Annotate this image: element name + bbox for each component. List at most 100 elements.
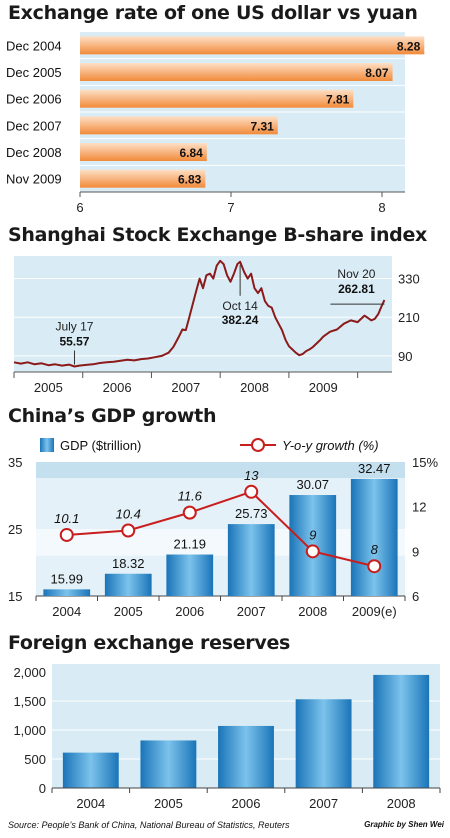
legend-growth-marker bbox=[251, 438, 265, 452]
growth-marker bbox=[121, 523, 136, 538]
bshare-chart: 330 210 90 2005 2006 2007 2008 2009 July 1755.57… bbox=[13, 256, 420, 395]
annotation-date: Nov 20 bbox=[337, 267, 375, 281]
right-tick-label: 15% bbox=[412, 455, 438, 470]
growth-value-label: 13 bbox=[244, 468, 259, 483]
y-tick-label: 90 bbox=[398, 349, 412, 364]
gdp-value-label: 30.07 bbox=[296, 477, 329, 492]
growth-value-label: 10.4 bbox=[116, 506, 141, 521]
source-note: Source: People’s Bank of China, National… bbox=[8, 820, 290, 830]
growth-marker bbox=[305, 544, 320, 559]
x-tick-label: 2007 bbox=[309, 796, 338, 811]
value-label: 8.07 bbox=[365, 66, 389, 80]
gdp-value-label: 18.32 bbox=[112, 556, 145, 571]
x-tick-label: 2008 bbox=[298, 604, 327, 619]
bar bbox=[80, 143, 207, 161]
bar bbox=[80, 89, 354, 108]
bar bbox=[80, 36, 425, 55]
growth-value-label: 11.6 bbox=[178, 489, 203, 504]
gdp-bar bbox=[166, 554, 214, 596]
reserve-bar bbox=[140, 740, 197, 788]
value-label: 8.28 bbox=[397, 39, 421, 53]
reserve-bar bbox=[62, 752, 119, 788]
x-tick-label: 2004 bbox=[76, 796, 105, 811]
annotation-date: Oct 14 bbox=[222, 299, 258, 313]
growth-value-label: 9 bbox=[309, 527, 316, 542]
x-tick-label: 2006 bbox=[232, 796, 261, 811]
category-label: Dec 2004 bbox=[6, 38, 62, 53]
growth-marker bbox=[182, 505, 197, 520]
x-tick-label: 2009 bbox=[309, 380, 338, 395]
growth-value-label: 8 bbox=[371, 542, 379, 557]
exchange-rate-title: Exchange rate of one US dollar vs yuan bbox=[8, 2, 418, 24]
x-tick-label: 7 bbox=[227, 200, 234, 215]
x-tick-label: 2005 bbox=[34, 380, 63, 395]
category-label: Nov 2009 bbox=[6, 172, 62, 187]
gdp-bar bbox=[104, 573, 152, 596]
y-tick-label: 330 bbox=[398, 272, 420, 287]
legend-gdp-label: GDP ($trillion) bbox=[60, 438, 141, 453]
category-label: Dec 2008 bbox=[6, 145, 62, 160]
y-tick-label: 2,000 bbox=[13, 665, 46, 680]
growth-line bbox=[66, 490, 375, 568]
gdp-chart: GDP ($trillion) Y-o-y growth (%) 15 25 35 6 9 1… bbox=[8, 438, 438, 619]
x-tick-label: 2007 bbox=[237, 604, 266, 619]
growth-marker bbox=[59, 527, 74, 542]
x-tick-label: 2004 bbox=[52, 604, 81, 619]
x-tick-label: 2006 bbox=[175, 604, 204, 619]
reserve-bar bbox=[218, 725, 274, 788]
x-tick-label: 2005 bbox=[154, 796, 183, 811]
gdp-bar bbox=[350, 478, 398, 596]
growth-value-label: 10.1 bbox=[54, 511, 79, 526]
gdp-bar bbox=[43, 589, 91, 596]
plot-panel bbox=[14, 256, 392, 372]
reserve-bar bbox=[373, 674, 430, 788]
annotation-date: July 17 bbox=[55, 320, 93, 334]
y-tick-label: 1,500 bbox=[13, 694, 46, 709]
x-tick-label: 6 bbox=[76, 200, 83, 215]
bar bbox=[80, 169, 206, 188]
y-tick-label: 0 bbox=[39, 781, 46, 796]
annotation-value: 262.81 bbox=[338, 282, 375, 296]
reserve-bar bbox=[295, 699, 352, 788]
x-tick-label: 2008 bbox=[387, 796, 416, 811]
left-tick-label: 35 bbox=[8, 455, 22, 470]
y-tick-label: 500 bbox=[24, 752, 46, 767]
value-label: 7.31 bbox=[250, 119, 274, 133]
growth-marker bbox=[244, 484, 259, 499]
fx-reserves-title: Foreign exchange reserves bbox=[8, 632, 291, 654]
legend-growth-label: Y-o-y growth (%) bbox=[282, 438, 379, 453]
band-highlight bbox=[36, 478, 405, 556]
value-label: 7.81 bbox=[326, 93, 350, 107]
growth-marker bbox=[367, 559, 382, 574]
exchange-rate-chart: Dec 2004 8.28 Dec 2005 8.07 Dec 2006 7.81 Dec … bbox=[6, 32, 425, 215]
gdp-bar bbox=[227, 524, 275, 596]
y-tick-label: 210 bbox=[398, 310, 420, 325]
graphic-credit: Graphic by Shen Wei bbox=[364, 820, 444, 829]
bar bbox=[80, 63, 393, 81]
y-tick-label: 1,000 bbox=[13, 723, 46, 738]
x-tick-label: 2007 bbox=[171, 380, 200, 395]
x-tick-label: 2005 bbox=[114, 604, 143, 619]
category-label: Dec 2006 bbox=[6, 92, 62, 107]
annotation-value: 55.57 bbox=[59, 335, 89, 349]
right-tick-label: 6 bbox=[412, 589, 419, 604]
left-tick-label: 15 bbox=[8, 589, 22, 604]
x-tick-label: 2009(e) bbox=[352, 604, 397, 619]
x-tick-label: 2008 bbox=[240, 380, 269, 395]
category-label: Dec 2005 bbox=[6, 65, 62, 80]
bar bbox=[80, 116, 278, 135]
footer: Source: People’s Bank of China, National… bbox=[8, 820, 444, 830]
gdp-value-label: 32.47 bbox=[358, 461, 391, 476]
legend-gdp-swatch bbox=[40, 438, 54, 452]
fx-reserves-chart: 0 500 1,000 1,500 2,000 2004 2005 2006 2007 2008 bbox=[13, 664, 441, 811]
right-tick-label: 9 bbox=[412, 544, 419, 559]
annotation-value: 382.24 bbox=[222, 313, 259, 327]
index-line bbox=[13, 259, 386, 368]
gdp-value-label: 15.99 bbox=[50, 571, 83, 586]
x-tick-label: 8 bbox=[378, 200, 385, 215]
left-tick-label: 25 bbox=[8, 522, 22, 537]
x-tick-label: 2006 bbox=[103, 380, 132, 395]
gdp-value-label: 25.73 bbox=[235, 506, 268, 521]
bshare-title: Shanghai Stock Exchange B-share index bbox=[8, 224, 428, 246]
gdp-value-label: 21.19 bbox=[173, 537, 206, 552]
